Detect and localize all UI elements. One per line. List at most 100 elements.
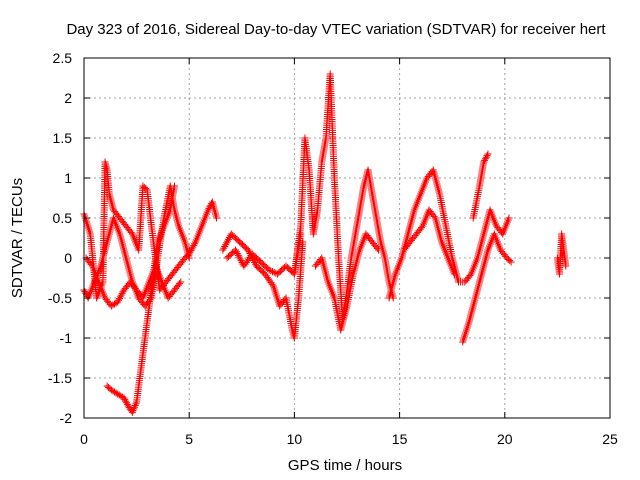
y-tick-label: 1.5 xyxy=(53,130,73,146)
chart-title: Day 323 of 2016, Sidereal Day-to-day VTE… xyxy=(66,21,606,38)
data-point xyxy=(189,243,197,251)
data-point xyxy=(224,235,232,243)
data-point xyxy=(232,248,240,256)
data-point xyxy=(234,251,242,259)
data-point xyxy=(268,280,276,288)
y-tick-label: 0.5 xyxy=(53,210,73,226)
y-tick-label: -2 xyxy=(60,410,73,426)
data-point xyxy=(132,400,140,408)
series-track-12 xyxy=(469,150,492,222)
x-tick-label: 20 xyxy=(497,431,513,447)
data-point xyxy=(220,244,228,252)
y-tick-label: -0.5 xyxy=(48,290,72,306)
data-point xyxy=(481,156,489,164)
x-tick-label: 25 xyxy=(602,431,618,447)
data-point xyxy=(221,242,229,250)
series-track-8 xyxy=(311,230,383,334)
data-point xyxy=(373,244,381,252)
data-point xyxy=(117,291,125,299)
data-point xyxy=(507,258,515,266)
data-point xyxy=(480,158,488,166)
data-point xyxy=(187,247,195,255)
data-point xyxy=(118,289,126,297)
data-point xyxy=(213,214,221,222)
x-tick-label: 10 xyxy=(287,431,303,447)
data-point xyxy=(562,262,570,270)
data-point xyxy=(188,245,196,253)
data-point xyxy=(131,401,139,409)
data-point xyxy=(267,267,275,275)
data-point xyxy=(127,228,135,236)
x-tick-labels: 0 5 10 15 20 25 xyxy=(80,58,618,447)
series-track-13 xyxy=(553,230,570,278)
data-point xyxy=(191,240,199,248)
data-point xyxy=(114,298,122,306)
y-tick-label: -1 xyxy=(60,330,73,346)
y-tick-label: 1 xyxy=(64,170,72,186)
data-point xyxy=(223,239,231,247)
data-point xyxy=(121,396,129,404)
data-point xyxy=(115,295,123,303)
data-point xyxy=(128,408,136,416)
data-point xyxy=(130,403,138,411)
data-point xyxy=(235,253,243,261)
data-point xyxy=(272,269,280,277)
series-track-7 xyxy=(290,70,397,326)
data-point xyxy=(123,399,131,407)
series-track-9 xyxy=(385,166,513,302)
data-point xyxy=(116,293,124,301)
data-point xyxy=(130,405,138,413)
data-point xyxy=(129,407,137,415)
data-point xyxy=(269,268,277,276)
data-point xyxy=(185,254,193,262)
data-point xyxy=(484,150,492,158)
series-track-5 xyxy=(219,230,307,342)
x-tick-label: 15 xyxy=(392,431,408,447)
y-tick-label: -1.5 xyxy=(48,370,72,386)
y-axis-label: SDTVAR / TECUs xyxy=(9,178,26,298)
data-point xyxy=(375,246,383,254)
series-track-4 xyxy=(103,182,178,416)
data-point xyxy=(506,257,514,265)
data-point xyxy=(483,152,491,160)
data-point xyxy=(265,266,273,274)
series-track-11 xyxy=(459,230,515,346)
data-point xyxy=(120,394,128,402)
data-point xyxy=(170,182,178,190)
x-tick-label: 5 xyxy=(185,431,193,447)
data-point xyxy=(177,278,185,286)
y-tick-label: 2 xyxy=(64,90,72,106)
grid xyxy=(84,58,610,418)
plot-frame xyxy=(83,57,611,419)
data-point xyxy=(237,257,245,265)
data-point xyxy=(481,155,489,163)
data-point xyxy=(233,250,241,258)
data-point xyxy=(244,246,252,254)
data-point xyxy=(219,246,227,254)
y-tick-label: 0 xyxy=(64,250,72,266)
data-point xyxy=(236,255,244,263)
data-point xyxy=(466,272,474,280)
data-point xyxy=(482,153,490,161)
data-point xyxy=(87,260,95,268)
data-point xyxy=(115,296,123,304)
data-point xyxy=(417,224,425,232)
data-point xyxy=(176,280,184,288)
data-point xyxy=(450,270,458,278)
data-point xyxy=(222,241,230,249)
data-point xyxy=(224,237,232,245)
series-track-10 xyxy=(400,206,458,278)
data-point xyxy=(231,246,239,254)
data-point xyxy=(505,214,513,222)
y-tick-labels: -2 -1.5 -1 -0.5 0 0.5 1 1.5 2 2.5 xyxy=(48,50,610,426)
x-axis-label: GPS time / hours xyxy=(288,457,402,474)
x-tick-label: 0 xyxy=(80,431,88,447)
data-point xyxy=(190,241,198,249)
data-point xyxy=(142,185,150,193)
data-point xyxy=(122,397,130,405)
y-tick-label: 2.5 xyxy=(53,50,73,66)
data-point xyxy=(204,206,212,214)
data-point xyxy=(430,212,438,220)
data-points xyxy=(80,70,570,416)
